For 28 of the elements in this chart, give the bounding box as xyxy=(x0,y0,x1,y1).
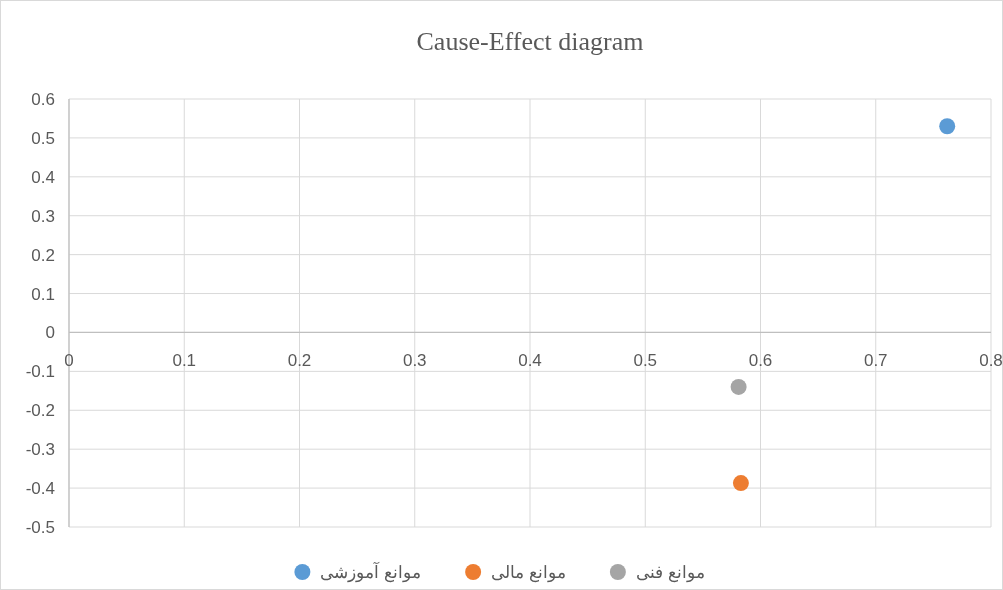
x-tick-label: 0.2 xyxy=(287,351,312,371)
x-tick-label: 0.6 xyxy=(748,351,773,371)
x-tick-label: 0.8 xyxy=(979,351,1003,371)
y-tick-label: 0.4 xyxy=(31,167,55,187)
x-tick-label: 0.5 xyxy=(633,351,658,371)
y-tick-label: 0.5 xyxy=(31,128,55,148)
y-tick-label: 0 xyxy=(45,323,55,343)
x-tick-label: 0.1 xyxy=(172,351,197,371)
legend-label: موانع آموزشی xyxy=(320,561,422,583)
chart-title: Cause-Effect diagram xyxy=(416,27,644,56)
x-tick-label: 0.4 xyxy=(518,351,542,371)
point xyxy=(730,378,747,395)
legend-label: موانع مالی xyxy=(491,563,566,583)
x-tick-label: 0 xyxy=(64,351,74,371)
point xyxy=(732,475,749,492)
x-tick-label: 0.7 xyxy=(863,351,888,371)
y-tick-label: -0.4 xyxy=(25,479,55,499)
y-tick-label: 0.6 xyxy=(31,90,55,109)
y-tick-label: 0.1 xyxy=(31,284,55,304)
y-tick-label: -0.2 xyxy=(25,401,55,421)
legend-label: موانع فنی xyxy=(635,563,705,583)
y-tick-label: 0.2 xyxy=(31,245,55,265)
point xyxy=(939,118,956,135)
y-tick-label: -0.5 xyxy=(25,518,55,537)
x-tick-label: 0.3 xyxy=(402,351,427,371)
y-tick-label: -0.3 xyxy=(25,440,55,460)
y-tick-label: 0.3 xyxy=(31,206,55,226)
y-tick-label: -0.1 xyxy=(25,362,55,382)
